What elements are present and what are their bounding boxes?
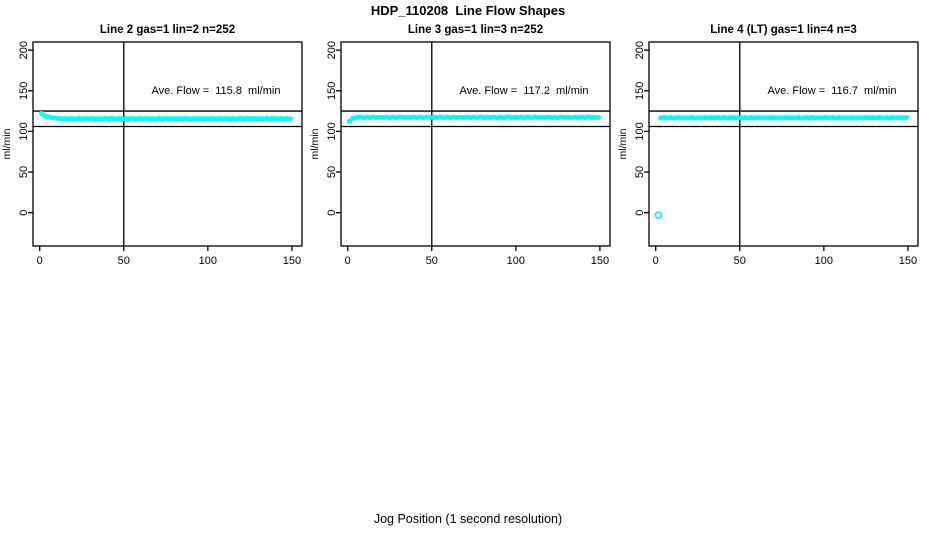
svg-text:100: 100 — [199, 255, 217, 267]
svg-text:150: 150 — [591, 255, 609, 267]
panel-title-line2: Line 2 gas=1 lin=2 n=252 — [99, 24, 236, 36]
svg-text:ml/min: ml/min — [1, 128, 13, 159]
svg-text:200: 200 — [18, 41, 30, 59]
svg-text:150: 150 — [326, 82, 338, 100]
svg-text:100: 100 — [815, 255, 833, 267]
panel-title-line4: Line 4 (LT) gas=1 lin=4 n=3 — [710, 24, 857, 36]
svg-text:50: 50 — [118, 255, 130, 267]
panel-title-line3: Line 3 gas=1 lin=3 n=252 — [407, 24, 544, 36]
svg-text:50: 50 — [734, 255, 746, 267]
svg-text:50: 50 — [18, 166, 30, 178]
svg-text:0: 0 — [634, 210, 646, 216]
svg-text:0: 0 — [18, 210, 30, 216]
ave-flow-annotation: Ave. Flow = 116.7 ml/min — [767, 85, 897, 97]
svg-text:ml/min: ml/min — [309, 128, 321, 159]
svg-text:100: 100 — [507, 255, 525, 267]
svg-text:50: 50 — [326, 166, 338, 178]
svg-text:0: 0 — [326, 210, 338, 216]
svg-text:200: 200 — [326, 41, 338, 59]
ave-flow-annotation: Ave. Flow = 117.2 ml/min — [459, 85, 589, 97]
svg-text:150: 150 — [899, 255, 917, 267]
svg-text:150: 150 — [18, 82, 30, 100]
svg-text:0: 0 — [345, 255, 351, 267]
x-axis-label: Jog Position (1 second resolution) — [373, 512, 563, 526]
svg-text:150: 150 — [283, 255, 301, 267]
chart-title: HDP_110208 Line Flow Shapes — [370, 3, 566, 18]
ave-flow-annotation: Ave. Flow = 115.8 ml/min — [151, 85, 281, 97]
svg-text:150: 150 — [634, 82, 646, 100]
svg-text:50: 50 — [426, 255, 438, 267]
svg-text:200: 200 — [634, 41, 646, 59]
svg-text:100: 100 — [18, 122, 30, 140]
svg-text:ml/min: ml/min — [617, 128, 629, 159]
svg-text:50: 50 — [634, 166, 646, 178]
svg-text:0: 0 — [653, 255, 659, 267]
svg-text:0: 0 — [37, 255, 43, 267]
svg-text:100: 100 — [634, 122, 646, 140]
svg-text:100: 100 — [326, 122, 338, 140]
